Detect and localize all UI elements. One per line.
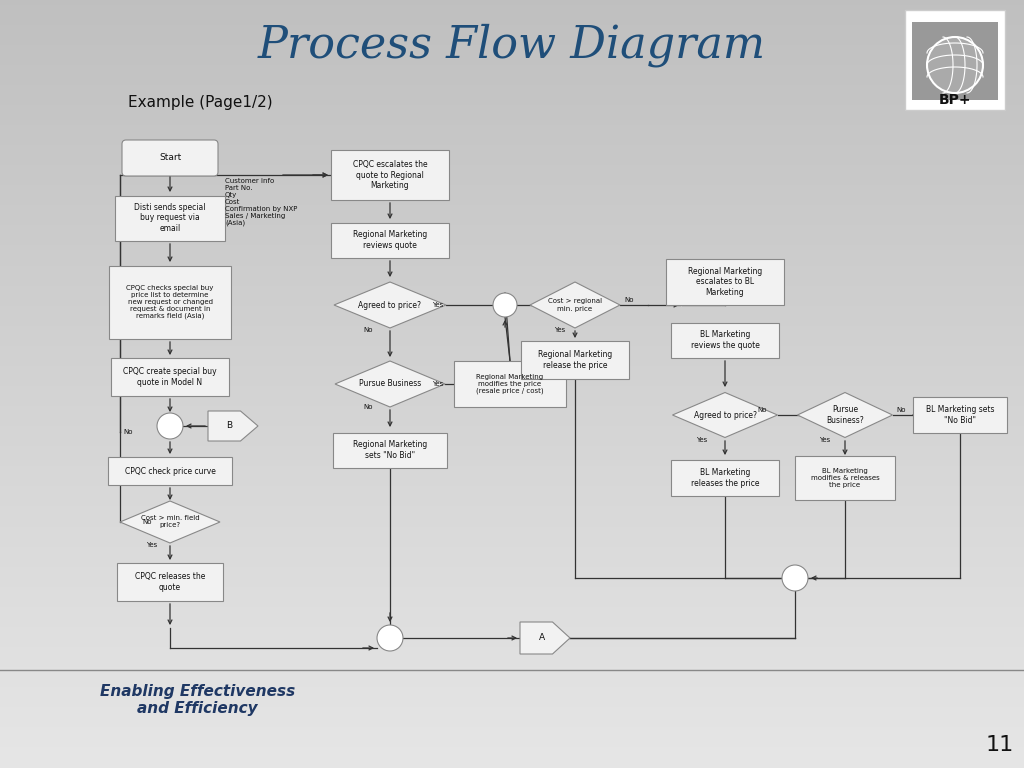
Circle shape bbox=[927, 37, 983, 93]
Text: Start: Start bbox=[159, 154, 181, 163]
Text: Pursue Business: Pursue Business bbox=[358, 379, 421, 389]
Polygon shape bbox=[208, 411, 258, 441]
FancyBboxPatch shape bbox=[913, 397, 1007, 433]
Text: No: No bbox=[624, 297, 634, 303]
Text: No: No bbox=[142, 519, 152, 525]
FancyBboxPatch shape bbox=[111, 358, 229, 396]
FancyBboxPatch shape bbox=[905, 10, 1005, 110]
Text: BL Marketing
reviews the quote: BL Marketing reviews the quote bbox=[690, 330, 760, 349]
Text: B: B bbox=[226, 422, 232, 431]
Polygon shape bbox=[335, 361, 445, 407]
Text: 11: 11 bbox=[986, 735, 1014, 755]
Text: Regional Marketing
release the price: Regional Marketing release the price bbox=[538, 350, 612, 369]
FancyBboxPatch shape bbox=[912, 22, 998, 100]
Polygon shape bbox=[798, 392, 893, 438]
Text: CPQC check price curve: CPQC check price curve bbox=[125, 466, 215, 475]
Text: Process Flow Diagram: Process Flow Diagram bbox=[258, 23, 766, 67]
Text: BL Marketing
releases the price: BL Marketing releases the price bbox=[691, 468, 759, 488]
Text: Yes: Yes bbox=[432, 302, 443, 308]
Text: CPQC releases the
quote: CPQC releases the quote bbox=[135, 572, 205, 591]
Polygon shape bbox=[673, 392, 777, 438]
FancyBboxPatch shape bbox=[454, 361, 566, 407]
Text: Example (Page1/2): Example (Page1/2) bbox=[128, 94, 272, 110]
Text: Disti sends special
buy request via
email: Disti sends special buy request via emai… bbox=[134, 203, 206, 233]
Text: Regional Marketing
escalates to BL
Marketing: Regional Marketing escalates to BL Marke… bbox=[688, 267, 762, 297]
Text: Agreed to price?: Agreed to price? bbox=[693, 411, 757, 419]
Text: No: No bbox=[364, 404, 373, 410]
Circle shape bbox=[493, 293, 517, 317]
FancyBboxPatch shape bbox=[331, 223, 449, 257]
Polygon shape bbox=[520, 622, 570, 654]
Text: Enabling Effectiveness
and Efficiency: Enabling Effectiveness and Efficiency bbox=[100, 684, 295, 717]
Text: A: A bbox=[539, 634, 545, 643]
Text: Yes: Yes bbox=[696, 437, 708, 443]
Text: Yes: Yes bbox=[819, 437, 830, 443]
FancyBboxPatch shape bbox=[666, 259, 784, 305]
Text: Pursue
Business?: Pursue Business? bbox=[826, 406, 864, 425]
Polygon shape bbox=[334, 282, 446, 328]
Text: Regional Marketing
reviews quote: Regional Marketing reviews quote bbox=[353, 230, 427, 250]
Text: Yes: Yes bbox=[432, 381, 443, 387]
Circle shape bbox=[157, 413, 183, 439]
Text: Yes: Yes bbox=[146, 542, 158, 548]
Text: No: No bbox=[364, 327, 373, 333]
Circle shape bbox=[782, 565, 808, 591]
Text: No: No bbox=[896, 407, 905, 413]
FancyBboxPatch shape bbox=[109, 266, 231, 339]
FancyBboxPatch shape bbox=[671, 323, 779, 357]
Text: Regional Marketing
modifies the price
(resale price / cost): Regional Marketing modifies the price (r… bbox=[476, 374, 544, 394]
FancyBboxPatch shape bbox=[108, 457, 232, 485]
Text: Regional Marketing
sets "No Bid": Regional Marketing sets "No Bid" bbox=[353, 440, 427, 460]
Polygon shape bbox=[120, 501, 220, 543]
FancyBboxPatch shape bbox=[333, 432, 447, 468]
Text: BL Marketing sets
"No Bid": BL Marketing sets "No Bid" bbox=[926, 406, 994, 425]
Text: Customer info
Part No.
Qty
Cost
Confirmation by NXP
Sales / Marketing
(Asia): Customer info Part No. Qty Cost Confirma… bbox=[225, 178, 297, 227]
Text: BL Marketing
modifies & releases
the price: BL Marketing modifies & releases the pri… bbox=[811, 468, 880, 488]
FancyBboxPatch shape bbox=[115, 196, 225, 240]
Text: No: No bbox=[757, 407, 767, 413]
Text: Cost > regional
min. price: Cost > regional min. price bbox=[548, 299, 602, 312]
Text: BP+: BP+ bbox=[939, 93, 971, 107]
FancyBboxPatch shape bbox=[671, 460, 779, 496]
FancyBboxPatch shape bbox=[795, 456, 895, 500]
FancyBboxPatch shape bbox=[521, 341, 629, 379]
Text: Cost > min. field
price?: Cost > min. field price? bbox=[140, 515, 200, 528]
FancyBboxPatch shape bbox=[331, 150, 449, 200]
Text: CPQC escalates the
quote to Regional
Marketing: CPQC escalates the quote to Regional Mar… bbox=[352, 160, 427, 190]
Circle shape bbox=[377, 625, 403, 651]
Text: CPQC create special buy
quote in Model N: CPQC create special buy quote in Model N bbox=[123, 367, 217, 387]
FancyBboxPatch shape bbox=[122, 140, 218, 176]
Text: Yes: Yes bbox=[554, 327, 565, 333]
Polygon shape bbox=[530, 282, 620, 328]
Text: Agreed to price?: Agreed to price? bbox=[358, 300, 422, 310]
Text: CPQC checks special buy
price list to determine
new request or changed
request &: CPQC checks special buy price list to de… bbox=[126, 285, 214, 319]
Text: No: No bbox=[123, 429, 132, 435]
FancyBboxPatch shape bbox=[117, 563, 223, 601]
